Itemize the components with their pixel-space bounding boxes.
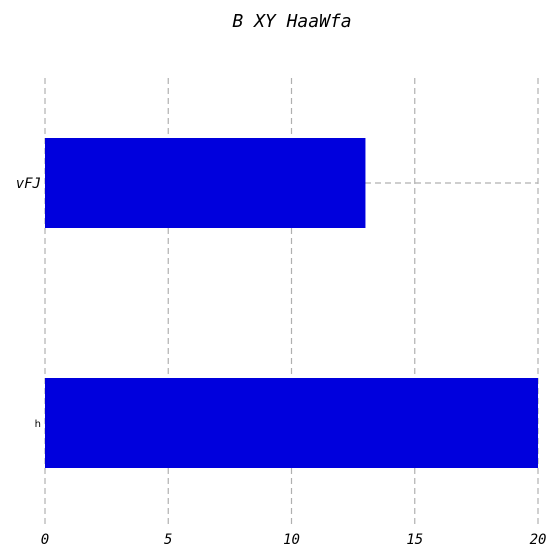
y-tick-label: h — [35, 419, 41, 430]
x-tick-label: 5 — [164, 532, 172, 548]
x-tick-label: 0 — [41, 532, 49, 548]
y-tick-label: vFJ — [16, 176, 41, 192]
x-tick-label: 20 — [530, 532, 547, 548]
x-tick-label: 15 — [406, 532, 423, 548]
bar-vFJ — [45, 138, 366, 228]
x-tick-label: 10 — [283, 532, 300, 548]
x-tick-layer: 0 5 10 15 20 — [41, 532, 547, 548]
y-tick-layer: vFJ h — [16, 176, 41, 430]
bar-h — [45, 378, 538, 468]
chart-title: B XY HaaWfa — [232, 11, 351, 32]
bar-layer — [45, 138, 538, 468]
